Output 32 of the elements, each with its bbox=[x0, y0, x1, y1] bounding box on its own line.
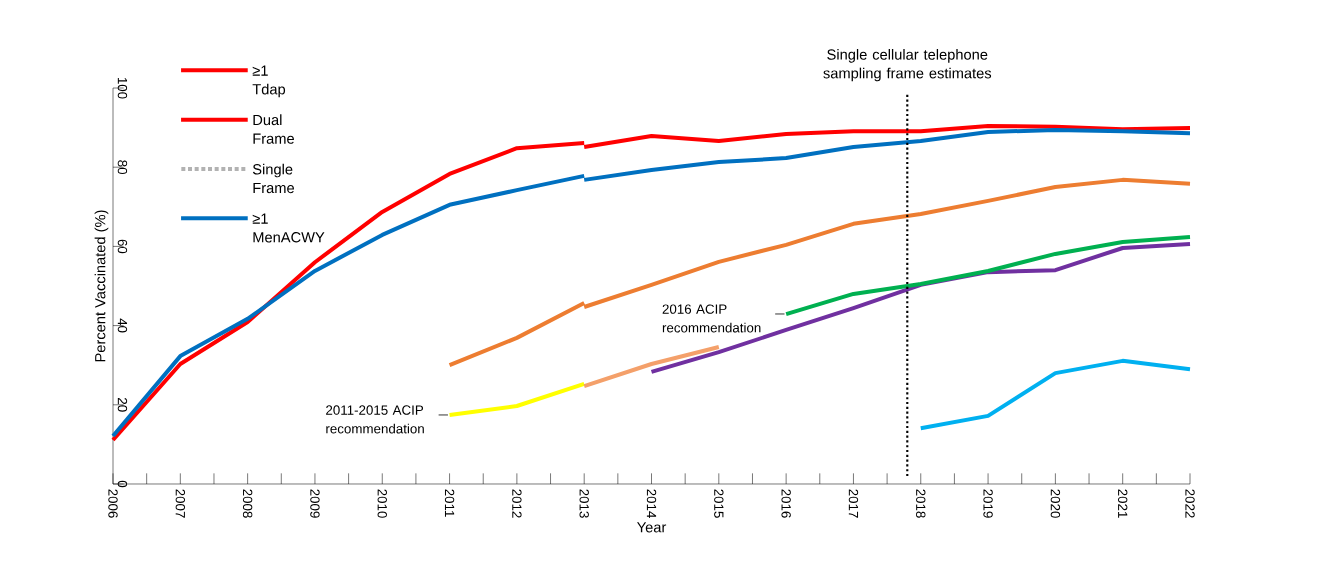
x-tick-label: 2016 bbox=[781, 489, 791, 518]
x-tick-label: 2018 bbox=[916, 489, 926, 518]
y-tick-label: 20 bbox=[117, 398, 128, 412]
x-tick-label: 2009 bbox=[310, 489, 320, 518]
x-tick-label: 2010 bbox=[377, 489, 387, 518]
legend-label: ≥1 Tdap bbox=[252, 65, 286, 98]
x-axis-title: Year bbox=[637, 522, 667, 533]
annotation: 2016 ACIP recommendation bbox=[662, 304, 761, 333]
y-tick-label: 40 bbox=[117, 318, 128, 333]
x-tick-label: 2014 bbox=[646, 489, 657, 518]
annotation: 2011-2015 ACIP recommendation bbox=[326, 405, 424, 434]
y-axis-title: Percent Vaccinated (%) bbox=[94, 210, 109, 362]
x-tick-label: 2022 bbox=[1185, 489, 1195, 518]
legend-label: ≥1 MenACWY bbox=[252, 213, 325, 243]
legend-label: Dual Frame bbox=[253, 114, 294, 144]
x-tick-label: 2012 bbox=[512, 489, 522, 518]
x-tick-label: 2017 bbox=[848, 489, 859, 518]
ref-line-label: Single cellular telephone sampling frame estimates bbox=[823, 48, 992, 82]
x-tick-label: 2015 bbox=[714, 489, 724, 518]
x-tick-label: 2008 bbox=[242, 489, 253, 518]
y-tick-label: 0 bbox=[117, 480, 128, 488]
y-tick-label: 100 bbox=[117, 77, 128, 99]
x-tick-label: 2021 bbox=[1117, 489, 1128, 518]
x-tick-label: 2011 bbox=[444, 489, 455, 517]
x-tick-label: 2006 bbox=[108, 489, 118, 518]
y-tick-label: 60 bbox=[117, 239, 128, 254]
annotation: Single Frame bbox=[252, 163, 294, 194]
y-tick-label: 80 bbox=[117, 160, 128, 175]
x-tick-label: 2007 bbox=[175, 489, 186, 518]
x-tick-label: 2020 bbox=[1050, 489, 1061, 518]
x-tick-label: 2013 bbox=[579, 489, 589, 518]
x-tick-label: 2019 bbox=[983, 489, 993, 518]
